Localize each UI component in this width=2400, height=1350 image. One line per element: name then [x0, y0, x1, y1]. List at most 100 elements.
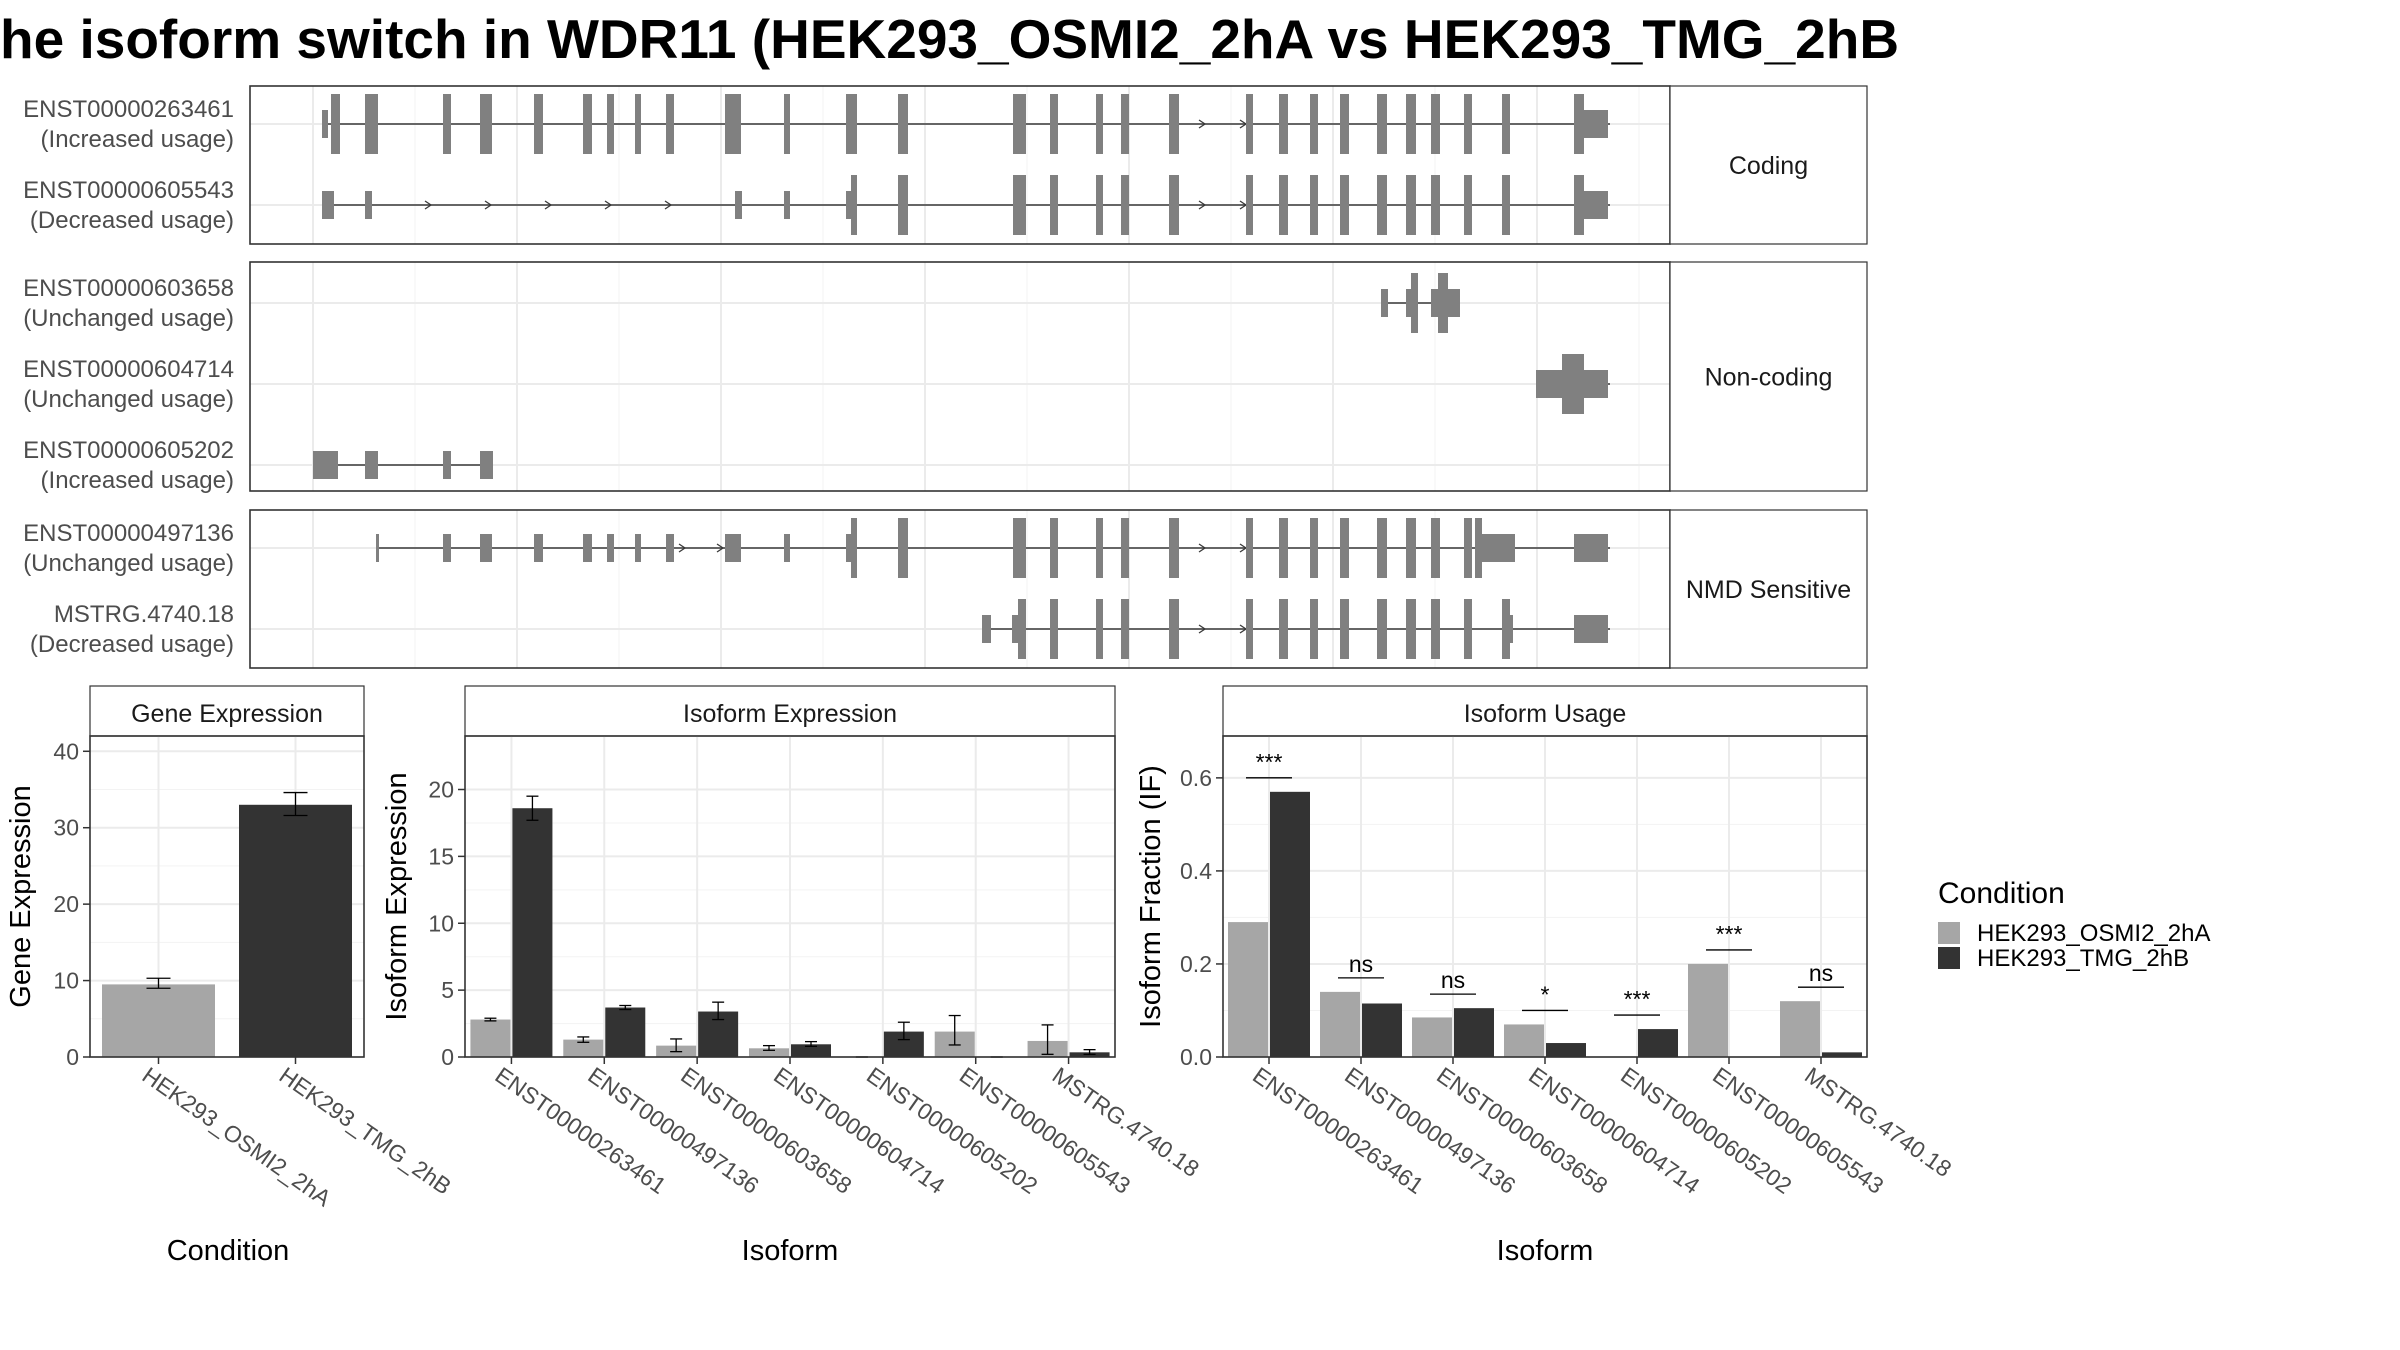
exon-block	[607, 534, 614, 562]
isoform-id-label: ENST00000603658	[23, 275, 234, 302]
panel-strip	[1669, 261, 1868, 492]
exon-block	[1279, 518, 1288, 578]
exon-block	[1169, 94, 1179, 154]
exon-block	[1448, 289, 1460, 317]
exon-block	[1310, 599, 1318, 659]
exon-block	[666, 534, 674, 562]
exon-block	[1096, 94, 1103, 154]
x-tick-label: ENST00000497136	[583, 1062, 763, 1199]
exon-block	[1406, 289, 1411, 317]
y-tick-label: 20	[428, 777, 454, 803]
exon-block	[607, 94, 614, 154]
y-tick-label: 0.4	[1180, 858, 1212, 884]
x-tick-label: ENST00000605543	[1708, 1062, 1888, 1199]
x-axis-title: Isoform	[1497, 1235, 1594, 1267]
y-tick-label: 30	[53, 815, 79, 841]
legend-swatch	[1938, 922, 1960, 944]
exon-block	[534, 534, 543, 562]
transcript-structure-plot: ENST00000263461 (Increased usage) ENST0000…	[23, 85, 1868, 669]
figure-title: he isoform switch in WDR11 (HEK293_OSMI2…	[0, 8, 1899, 70]
chart-strip	[89, 685, 365, 737]
x-tick-label: ENST00000263461	[491, 1062, 671, 1199]
exon-block	[1411, 273, 1418, 333]
exon-block	[534, 94, 543, 154]
bar	[1320, 991, 1360, 1057]
significance-label: ***	[1624, 986, 1651, 1012]
exon-block	[1121, 175, 1129, 235]
exon-block	[1279, 175, 1288, 235]
exon-block	[1050, 94, 1058, 154]
chart-1: Isoform Expression 0 5 10 15 20 ENST0000026346…	[381, 685, 1204, 1267]
bar	[1412, 1017, 1452, 1057]
exon-block	[1279, 599, 1288, 659]
exon-block	[846, 191, 851, 219]
strand-arrow	[664, 200, 673, 210]
exon-block	[1013, 175, 1026, 235]
bar	[512, 808, 553, 1057]
exon-block	[322, 191, 334, 219]
exon-block	[1377, 518, 1387, 578]
strand-arrow	[544, 200, 553, 210]
exon-block	[898, 518, 908, 578]
exon-block	[898, 94, 908, 154]
isoform-usage-label: (Unchanged usage)	[23, 550, 234, 577]
exon-block	[1246, 599, 1253, 659]
exon-block	[480, 534, 492, 562]
chart-title: Isoform Expression	[683, 700, 897, 728]
y-axis-title: Gene Expression	[5, 785, 37, 1007]
isoform-usage-label: (Decreased usage)	[30, 207, 234, 234]
exon-block	[1584, 110, 1608, 138]
exon-block	[735, 191, 742, 219]
strand-arrow	[1198, 624, 1207, 634]
exon-block	[1377, 94, 1387, 154]
significance-label: ns	[1441, 967, 1465, 993]
exon-block	[1310, 518, 1318, 578]
y-tick-label: 0.6	[1180, 765, 1212, 791]
bar	[1504, 1024, 1544, 1057]
exon-block	[1381, 289, 1388, 317]
exon-block	[635, 94, 641, 154]
exon-block	[1246, 518, 1253, 578]
exon-block	[331, 94, 340, 154]
strand-arrow	[716, 543, 725, 553]
exon-block	[1584, 191, 1608, 219]
exon-block	[1279, 94, 1288, 154]
chart-panel-border	[89, 735, 365, 1058]
exon-block	[480, 451, 493, 479]
exon-block	[1482, 534, 1515, 562]
isoform-id-label: ENST00000604714	[23, 356, 234, 383]
expression-charts: Gene Expression010203040HEK293_OSMI2_2hA…	[5, 685, 1956, 1267]
exon-block	[1431, 599, 1440, 659]
panel-strip-label: Coding	[1729, 152, 1808, 180]
bar	[239, 804, 352, 1057]
significance-label: ***	[1716, 921, 1743, 947]
bar	[605, 1007, 646, 1057]
isoform-usage-label: (Decreased usage)	[30, 631, 234, 658]
exon-block	[851, 175, 857, 235]
strand-arrow	[1198, 200, 1207, 210]
exon-block	[443, 534, 451, 562]
x-tick-label: ENST00000604714	[1524, 1062, 1705, 1199]
exon-block	[1536, 370, 1562, 398]
x-axis-title: Isoform	[742, 1235, 839, 1267]
y-axis-title: Isoform Fraction (IF)	[1135, 765, 1167, 1028]
significance-label: ns	[1809, 960, 1833, 986]
exon-block	[846, 534, 851, 562]
exon-block	[725, 94, 741, 154]
significance-label: ns	[1349, 951, 1373, 977]
exon-block	[1502, 175, 1510, 235]
exon-block	[1562, 354, 1584, 414]
exon-block	[851, 518, 857, 578]
panel-strip-label: Non-coding	[1705, 364, 1833, 392]
significance-label: ***	[1256, 749, 1283, 775]
x-tick-label: MSTRG.4740.18	[1800, 1062, 1956, 1182]
x-tick-label: ENST00000605202	[1616, 1062, 1796, 1199]
exon-block	[1574, 94, 1584, 154]
exon-block	[1169, 599, 1179, 659]
strand-arrow	[604, 200, 613, 210]
bar	[1228, 922, 1268, 1057]
exon-block	[784, 191, 790, 219]
bar	[1546, 1043, 1586, 1057]
